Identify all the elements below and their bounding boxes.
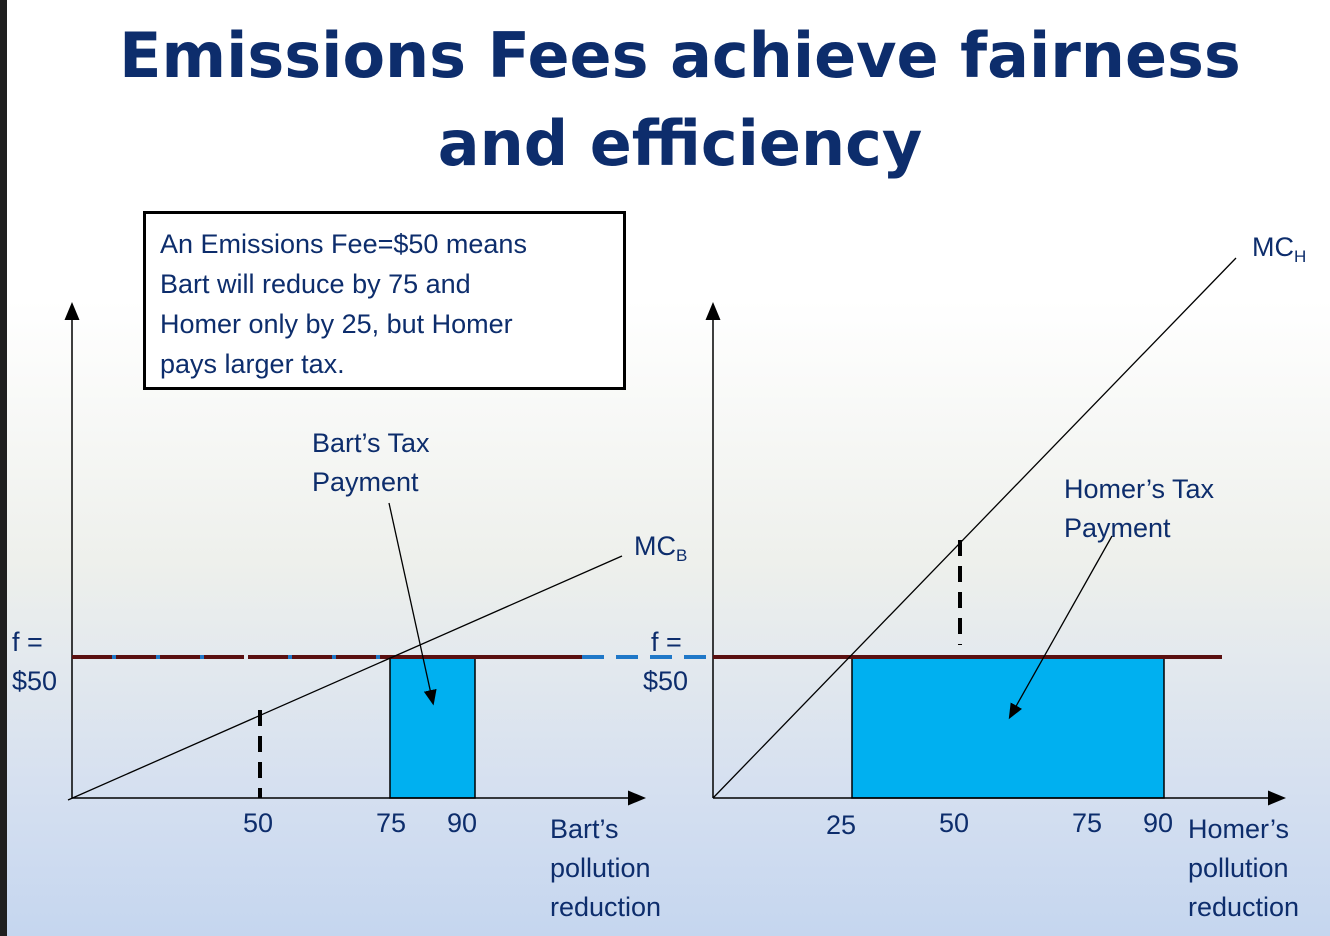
mc-b-curve xyxy=(67,555,623,801)
homer-tax-label: Homer’s Tax Payment xyxy=(1064,474,1215,543)
right-fee-label: f = $50 xyxy=(643,627,689,696)
right-tick-90: 90 xyxy=(1143,808,1174,838)
slide-title: Emissions Fees achieve fairness and effi… xyxy=(119,19,1241,180)
bart-tax-label: Bart’s Tax Payment xyxy=(312,428,430,497)
window-edge xyxy=(0,0,7,936)
homer-tax-pointer xyxy=(1008,535,1113,720)
mc-h-curve xyxy=(712,257,1237,799)
explanation-line: Bart will reduce by 75 and xyxy=(160,269,471,299)
mc-b-label: MCB xyxy=(634,531,688,565)
left-tick-90: 90 xyxy=(447,808,478,838)
right-tick-25: 25 xyxy=(826,810,857,840)
bart-tax-area xyxy=(389,656,476,799)
right-tick-75: 75 xyxy=(1072,808,1103,838)
left-tick-50: 50 xyxy=(243,808,274,838)
explanation-box: An Emissions Fee=$50 means Bart will red… xyxy=(143,211,626,390)
bart-tax-pointer xyxy=(388,502,437,706)
explanation-line: Homer only by 25, but Homer xyxy=(160,309,513,339)
left-tick-75: 75 xyxy=(376,808,407,838)
explanation-line: An Emissions Fee=$50 means xyxy=(160,229,527,259)
left-fee-label: f = $50 xyxy=(12,627,58,696)
mc-h-label: MCH xyxy=(1252,232,1307,266)
explanation-line: pays larger tax. xyxy=(160,349,345,379)
homer-tax-area xyxy=(851,656,1165,799)
left-x-axis-label: Bart’s pollution reduction xyxy=(550,814,662,922)
right-x-axis-label: Homer’s pollution reduction xyxy=(1188,814,1300,922)
right-tick-50: 50 xyxy=(939,808,970,838)
